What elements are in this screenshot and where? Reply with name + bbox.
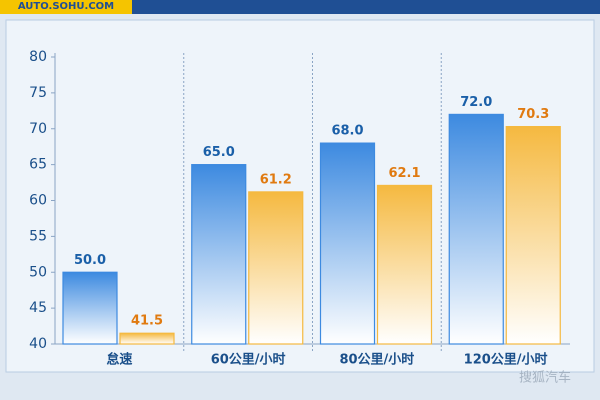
bar <box>376 184 433 345</box>
value-label: 65.0 <box>203 145 235 160</box>
bar <box>248 191 304 345</box>
x-tick-label: 80公里/小时 <box>339 352 414 368</box>
value-label: 41.5 <box>131 314 163 329</box>
y-tick-label: 55 <box>29 228 47 244</box>
value-label: 61.2 <box>260 172 292 187</box>
y-tick-label: 70 <box>29 121 47 137</box>
bar <box>191 164 247 345</box>
bar <box>448 113 504 345</box>
y-tick-label: 50 <box>29 264 47 280</box>
logo-box <box>0 0 132 14</box>
y-tick-label: 45 <box>29 300 47 316</box>
x-tick-label: 怠速 <box>106 352 132 368</box>
y-tick-label: 80 <box>29 49 47 65</box>
bar <box>505 125 561 345</box>
bar <box>62 271 118 345</box>
logo: AUTO.SOHU.COM <box>18 1 114 12</box>
y-tick-label: 40 <box>29 336 47 352</box>
value-label: 68.0 <box>331 124 363 139</box>
x-tick-label: 60公里/小时 <box>211 352 286 368</box>
header-band <box>0 0 600 14</box>
value-label: 50.0 <box>74 253 106 268</box>
value-label: 72.0 <box>460 95 492 110</box>
value-label: 62.1 <box>388 166 420 181</box>
bar <box>119 332 175 345</box>
y-tick-label: 75 <box>29 85 47 101</box>
value-label: 70.3 <box>517 107 549 122</box>
y-tick-label: 60 <box>29 193 47 209</box>
x-tick-label: 120公里/小时 <box>464 352 548 368</box>
y-tick-label: 65 <box>29 157 47 173</box>
watermark: 搜狐汽车 <box>519 370 571 386</box>
bar <box>319 142 376 345</box>
